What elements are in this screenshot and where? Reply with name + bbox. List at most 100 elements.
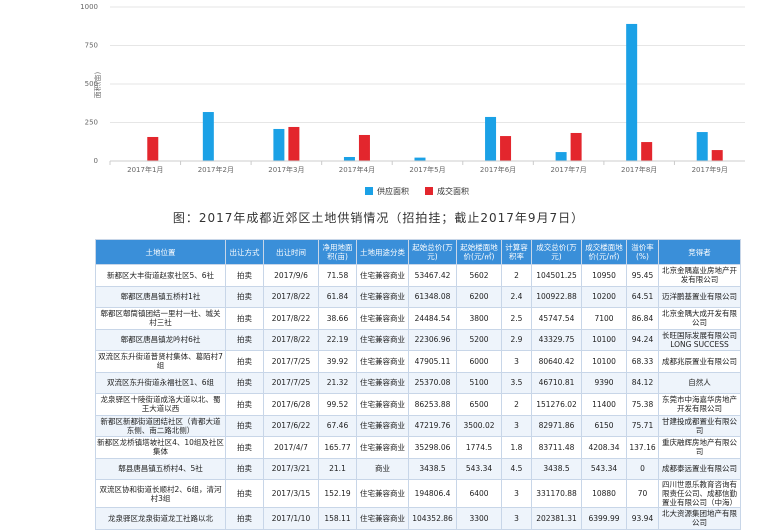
bar xyxy=(358,134,370,161)
table-cell: 双流区东升街道普贤村集体、葛陌村7组 xyxy=(95,350,226,373)
table-cell: 45747.54 xyxy=(531,307,582,330)
table-cell: 3 xyxy=(501,350,532,373)
table-cell: 拍卖 xyxy=(225,264,264,287)
table-cell: 5602 xyxy=(456,264,502,287)
table-cell: 94.24 xyxy=(626,328,659,351)
table-cell: 拍卖 xyxy=(225,436,264,459)
table-cell: 38.66 xyxy=(318,307,357,330)
table-cell: 长旺国际发展有限公司 LONG SUCCESS xyxy=(658,328,741,351)
table-cell: 4208.34 xyxy=(581,436,627,459)
table-cell: 新都区新都街道团结社区（青都大道东侧、南二路北侧） xyxy=(95,414,226,437)
table-cell: 22.19 xyxy=(318,328,357,351)
table-cell: 住宅兼容商业 xyxy=(356,264,409,287)
table-cell: 拍卖 xyxy=(225,393,264,416)
table-cell: 2017/8/22 xyxy=(263,285,319,308)
bar xyxy=(555,152,567,161)
table-cell: 2 xyxy=(501,264,532,287)
x-tick-label: 2017年5月 xyxy=(409,165,445,174)
table-cell: 拍卖 xyxy=(225,328,264,351)
table-cell: 104352.86 xyxy=(408,507,457,530)
table-cell: 165.77 xyxy=(318,436,357,459)
table-cell: 2017/6/22 xyxy=(263,414,319,437)
table-cell: 46710.81 xyxy=(531,371,582,394)
table-cell: 拍卖 xyxy=(225,285,264,308)
table-cell: 53467.42 xyxy=(408,264,457,287)
table-cell: 10950 xyxy=(581,264,627,287)
table-cell: 10100 xyxy=(581,328,627,351)
table-cell: 新都区大丰街道赵家社区5、6社 xyxy=(95,264,226,287)
table-cell: 拍卖 xyxy=(225,507,264,530)
table-cell: 3500.02 xyxy=(456,414,502,437)
table-cell: 3 xyxy=(501,507,532,530)
header-cell: 起始楼面地价(元/㎡) xyxy=(456,239,502,265)
table-cell: 拍卖 xyxy=(225,414,264,437)
table-row: 新都区大丰街道赵家社区5、6社 拍卖 2017/9/6 71.58 住宅兼容商业 5346… xyxy=(95,264,741,287)
table-cell: 95.45 xyxy=(626,264,659,287)
table-cell: 6000 xyxy=(456,350,502,373)
table-cell: 郫都区郫筒镇团结一里村一社、城关村三社 xyxy=(95,307,226,330)
table-cell: 86253.88 xyxy=(408,393,457,416)
bar xyxy=(500,136,512,161)
table-cell: 6200 xyxy=(456,285,502,308)
x-tick-label: 2017年3月 xyxy=(268,165,304,174)
table-cell: 2.5 xyxy=(501,307,532,330)
table-cell: 拍卖 xyxy=(225,371,264,394)
table-cell: 2017/3/15 xyxy=(263,479,319,508)
table-cell: 331170.88 xyxy=(531,479,582,508)
table-row: 新都区新都街道团结社区（青都大道东侧、南二路北侧） 拍卖 2017/6/22 67.4… xyxy=(95,414,741,437)
table-cell: 7100 xyxy=(581,307,627,330)
legend-swatch xyxy=(425,187,433,195)
land-table: 土地位置 出让方式 出让时间 净用地面积(亩) 土地用途分类 起始总价(万元) 起始楼面地价… xyxy=(95,239,741,530)
table-cell: 双流区东升街道永福社区1、6组 xyxy=(95,371,226,394)
table-cell: 2017/7/25 xyxy=(263,371,319,394)
table-cell: 北京金隅嘉业房地产开发有限公司 xyxy=(658,264,741,287)
table-cell: 2.9 xyxy=(501,328,532,351)
bar xyxy=(696,132,708,161)
table-cell: 25370.08 xyxy=(408,371,457,394)
table-cell: 10200 xyxy=(581,285,627,308)
bar xyxy=(570,132,582,161)
table-cell: 3 xyxy=(501,414,532,437)
bar xyxy=(711,150,723,161)
table-cell: 2017/3/21 xyxy=(263,457,319,480)
table-cell: 84.12 xyxy=(626,371,659,394)
table-row: 龙泉驿区龙泉街道龙工社路以北 拍卖 2017/1/10 158.11 住宅兼容商业 104… xyxy=(95,507,741,530)
x-tick-label: 2017年1月 xyxy=(127,165,163,174)
table-cell: 3 xyxy=(501,479,532,508)
table-cell: 158.11 xyxy=(318,507,357,530)
table-cell: 61.84 xyxy=(318,285,357,308)
y-axis-title: 面积(亩) xyxy=(93,72,102,99)
table-cell: 住宅兼容商业 xyxy=(356,436,409,459)
table-cell: 24484.54 xyxy=(408,307,457,330)
table-cell: 0 xyxy=(626,457,659,480)
legend-swatch xyxy=(365,187,373,195)
table-cell: 202381.31 xyxy=(531,507,582,530)
table-row: 双流区东升街道永福社区1、6组 拍卖 2017/7/25 21.32 住宅兼容商业 253… xyxy=(95,371,741,394)
caption: 图：2017年成都近郊区土地供销情况（招拍挂；截止2017年9月7日） xyxy=(172,211,585,225)
table-cell: 543.34 xyxy=(456,457,502,480)
x-tick-label: 2017年6月 xyxy=(480,165,516,174)
bar xyxy=(273,128,285,161)
table-cell: 住宅兼容商业 xyxy=(356,328,409,351)
table-cell: 2017/6/28 xyxy=(263,393,319,416)
table-cell: 152.19 xyxy=(318,479,357,508)
table-cell: 东莞市中海嘉华房地产开发有限公司 xyxy=(658,393,741,416)
table-cell: 6399.99 xyxy=(581,507,627,530)
bar xyxy=(485,116,497,161)
table-cell: 郫县唐昌镇五桥村4、5社 xyxy=(95,457,226,480)
table-cell: 龙泉驿区十陵街道成洛大道以北、蜀王大道以西 xyxy=(95,393,226,416)
table-row: 郫都区唐昌镇龙吟村6社 拍卖 2017/8/22 22.19 住宅兼容商业 22306.9… xyxy=(95,328,741,351)
y-tick-label: 0 xyxy=(94,157,98,165)
table-cell: 68.33 xyxy=(626,350,659,373)
x-tick-label: 2017年2月 xyxy=(198,165,234,174)
table-cell: 5100 xyxy=(456,371,502,394)
header-cell: 土地位置 xyxy=(95,239,226,265)
x-tick-label: 2017年4月 xyxy=(339,165,375,174)
table-row: 郫县唐昌镇五桥村4、5社 拍卖 2017/3/21 21.1 商业 3438.5 543.3… xyxy=(95,457,741,480)
table-cell: 郫都区唐昌镇五桥村1社 xyxy=(95,285,226,308)
header-cell: 出让方式 xyxy=(225,239,264,265)
table-cell: 93.94 xyxy=(626,507,659,530)
header-cell: 竞得者 xyxy=(658,239,741,265)
table-cell: 住宅兼容商业 xyxy=(356,350,409,373)
y-tick-label: 500 xyxy=(85,80,98,88)
